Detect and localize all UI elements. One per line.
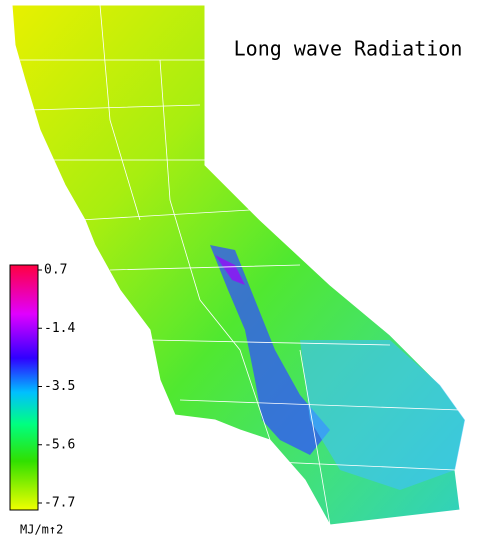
california-map	[11, 4, 466, 526]
colorbar-tick-label: 0.7	[44, 263, 67, 278]
county-lines	[20, 4, 461, 526]
colorbar-tick-label: -1.4	[44, 321, 75, 336]
cool-region	[300, 340, 465, 490]
colorbar	[9, 264, 39, 511]
cool-region	[215, 255, 245, 285]
colorbar-tick-label: -5.6	[44, 437, 75, 452]
colorbar-tick-label: -7.7	[44, 496, 75, 511]
map-title: Long wave Radiation	[234, 37, 463, 61]
cool-region	[210, 245, 330, 455]
colorbar-ticks: 0.7 -1.4 -3.5 -5.6 -7.7	[38, 263, 75, 511]
colorbar-tick-label: -3.5	[44, 379, 75, 394]
colorbar-unit: MJ/m↑2	[20, 523, 63, 537]
